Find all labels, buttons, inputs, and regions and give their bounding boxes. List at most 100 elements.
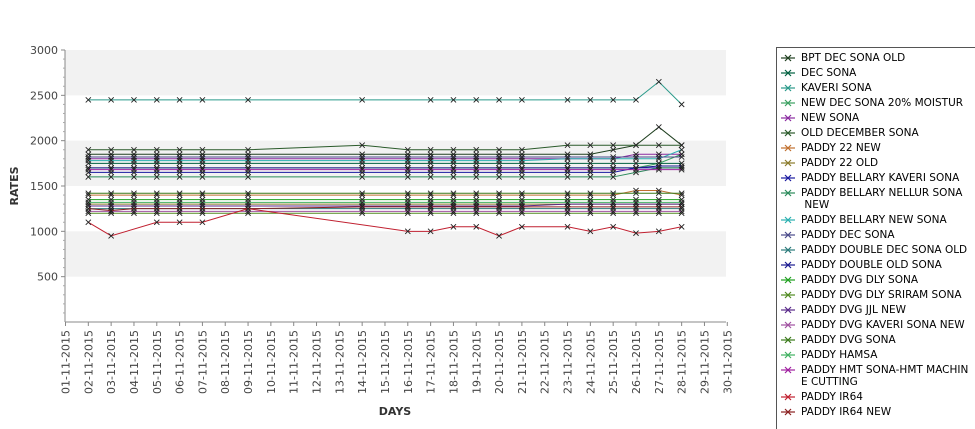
- data-point: [473, 223, 480, 230]
- data-point: [633, 196, 639, 203]
- line-chart: 500 1000 1500 2000 2500 3000 01-11-2015 02-11-2…: [8, 44, 734, 418]
- data-point: [131, 154, 137, 160]
- data-point: [108, 196, 115, 203]
- data-point: [678, 142, 685, 149]
- data-point: [564, 190, 571, 197]
- data-point: [153, 154, 160, 160]
- legend-marker: [781, 366, 795, 374]
- data-point: [427, 146, 434, 153]
- series-18: [85, 190, 685, 197]
- legend-marker: [781, 351, 795, 359]
- data-point: [655, 142, 662, 149]
- data-point: [518, 160, 525, 167]
- data-point: [176, 146, 183, 153]
- data-point: [610, 174, 617, 180]
- data-point: [678, 190, 685, 197]
- legend-marker: [781, 84, 795, 92]
- data-point: [153, 169, 160, 176]
- series-14: [85, 196, 685, 203]
- data-point: [176, 169, 183, 176]
- legend: BPT DEC SONA OLD DEC SONA KAVERI SONA NEW D…: [776, 47, 975, 429]
- data-point: [199, 166, 206, 173]
- data-point: [496, 199, 502, 206]
- data-point: [404, 146, 411, 153]
- data-point: [427, 151, 434, 158]
- data-point: [518, 146, 525, 153]
- series-line: [88, 167, 682, 173]
- data-point: [496, 146, 502, 153]
- legend-label: PADDY DOUBLE OLD SONA: [801, 259, 942, 271]
- data-point: [245, 199, 251, 206]
- legend-marker: [781, 114, 795, 122]
- axes: 500 1000 1500 2000 2500 3000 01-11-2015 02-11-2…: [30, 44, 734, 394]
- data-point: [587, 208, 594, 215]
- data-point: [473, 190, 480, 197]
- data-point: [427, 169, 434, 176]
- data-point: [108, 199, 115, 206]
- series-layer: [85, 78, 685, 239]
- data-point: [199, 169, 206, 176]
- data-point: [587, 142, 594, 149]
- data-point: [564, 96, 571, 103]
- data-point: [404, 174, 411, 180]
- data-point: [404, 203, 411, 210]
- y-tick-label: 1500: [30, 180, 58, 193]
- data-point: [85, 96, 92, 103]
- data-point: [496, 232, 502, 239]
- data-point: [564, 166, 571, 173]
- series-17: [85, 208, 685, 215]
- data-point: [610, 142, 617, 149]
- data-point: [496, 154, 502, 160]
- series-line: [88, 203, 682, 207]
- x-tick-label: 06-11-2015: [174, 330, 187, 394]
- data-point: [108, 207, 115, 214]
- data-point: [610, 196, 617, 203]
- data-point: [359, 169, 366, 176]
- data-point: [633, 151, 639, 158]
- x-tick-label: 17-11-2015: [425, 330, 438, 394]
- data-point: [404, 166, 411, 173]
- data-point: [131, 96, 137, 103]
- data-point: [518, 203, 525, 210]
- data-point: [655, 228, 662, 235]
- legend-marker: [781, 54, 795, 62]
- series-19: [85, 199, 685, 206]
- x-tick-label: 27-11-2015: [653, 330, 666, 394]
- data-point: [587, 228, 594, 235]
- data-point: [633, 203, 639, 210]
- legend-marker: [781, 189, 795, 197]
- x-tick-label: 25-11-2015: [607, 330, 620, 394]
- x-tick-label: 18-11-2015: [447, 330, 460, 394]
- data-point: [85, 199, 92, 206]
- data-point: [131, 190, 137, 197]
- data-point: [245, 196, 251, 203]
- legend-marker: [781, 393, 795, 401]
- data-point: [564, 199, 571, 206]
- data-point: [587, 154, 594, 160]
- data-point: [564, 203, 571, 210]
- legend-label: PADDY BELLARY NEW SONA: [801, 214, 947, 226]
- data-point: [678, 196, 685, 203]
- data-point: [245, 151, 251, 158]
- data-point: [108, 174, 115, 180]
- data-point: [678, 146, 685, 153]
- data-point: [473, 199, 480, 206]
- legend-marker: [781, 276, 795, 284]
- data-point: [633, 166, 639, 173]
- legend-item: PADDY DOUBLE OLD SONA: [777, 259, 975, 271]
- legend-marker: [781, 144, 795, 152]
- data-point: [610, 96, 617, 103]
- data-point: [496, 174, 502, 180]
- series-22: [85, 203, 685, 214]
- data-point: [610, 169, 617, 176]
- data-point: [587, 196, 594, 203]
- data-point: [176, 174, 183, 180]
- data-point: [678, 160, 685, 167]
- legend-item: PADDY HMT SONA-HMT MACHIN E CUTTING: [777, 364, 975, 388]
- data-point: [633, 230, 639, 237]
- data-point: [85, 190, 92, 197]
- legend-label: PADDY BELLARY KAVERI SONA: [801, 172, 960, 184]
- data-point: [655, 151, 662, 158]
- data-point: [518, 190, 525, 197]
- data-point: [131, 208, 137, 215]
